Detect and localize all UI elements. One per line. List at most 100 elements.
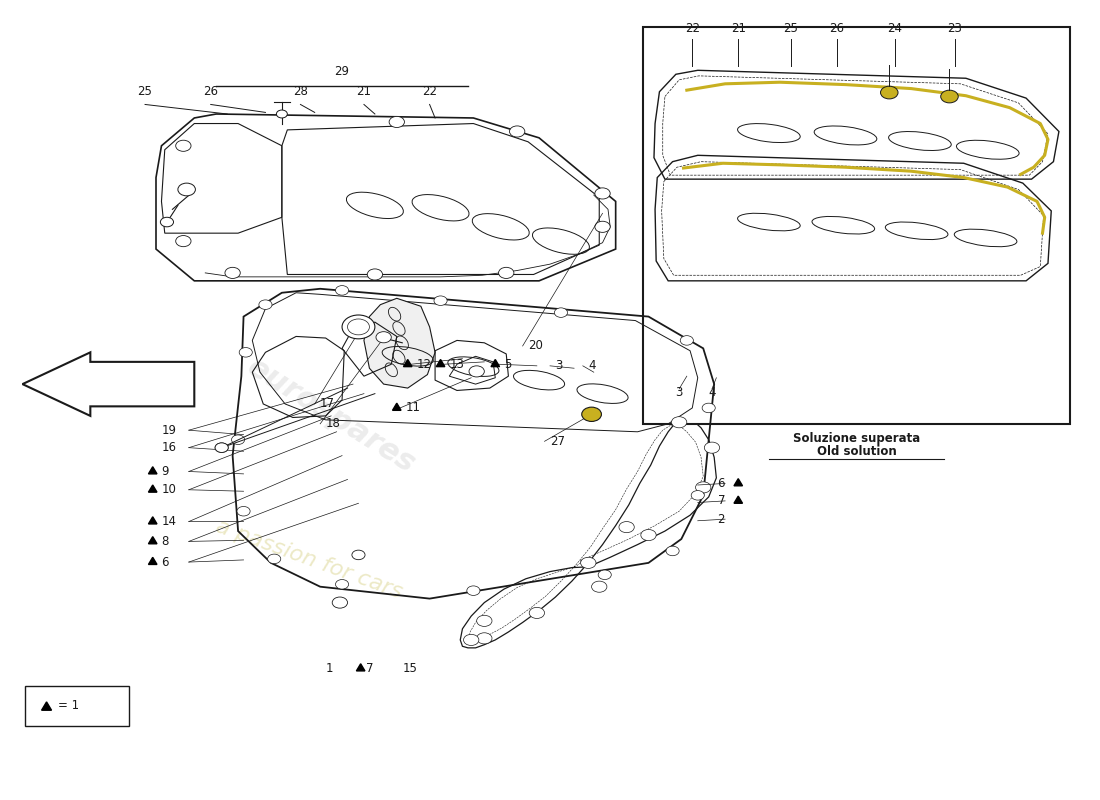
Circle shape (666, 546, 679, 556)
Circle shape (342, 315, 375, 339)
Text: 15: 15 (403, 662, 417, 675)
Circle shape (691, 490, 704, 500)
Circle shape (258, 300, 272, 310)
Circle shape (641, 530, 657, 541)
Polygon shape (734, 496, 742, 503)
Text: 21: 21 (356, 85, 372, 98)
Text: 5: 5 (504, 358, 512, 370)
Text: 12: 12 (417, 358, 431, 370)
Polygon shape (404, 359, 412, 366)
Text: 25: 25 (138, 85, 153, 98)
Text: 11: 11 (406, 402, 420, 414)
Text: 6: 6 (717, 477, 725, 490)
Text: 23: 23 (947, 22, 962, 34)
Circle shape (267, 554, 280, 564)
Text: 8: 8 (162, 535, 168, 548)
Circle shape (595, 222, 610, 232)
Text: 7: 7 (717, 494, 725, 507)
Circle shape (680, 336, 693, 345)
Text: 17: 17 (320, 398, 336, 410)
Polygon shape (393, 403, 402, 410)
FancyBboxPatch shape (24, 686, 129, 726)
Circle shape (498, 267, 514, 278)
Circle shape (161, 218, 174, 227)
Polygon shape (437, 359, 444, 366)
Text: 10: 10 (162, 483, 176, 496)
Circle shape (619, 522, 635, 533)
Circle shape (336, 579, 349, 589)
Text: 27: 27 (550, 435, 565, 448)
Circle shape (216, 443, 228, 453)
Circle shape (702, 403, 715, 413)
Text: 4: 4 (708, 386, 716, 398)
Circle shape (466, 586, 480, 595)
Circle shape (671, 417, 686, 428)
Circle shape (216, 443, 228, 453)
Text: 19: 19 (162, 424, 176, 437)
Circle shape (469, 366, 484, 377)
Text: 7: 7 (365, 662, 373, 675)
Circle shape (582, 407, 602, 422)
Polygon shape (734, 478, 742, 486)
Text: 13: 13 (449, 358, 464, 370)
Text: 25: 25 (783, 22, 799, 34)
Polygon shape (148, 517, 157, 524)
Text: 3: 3 (675, 386, 683, 398)
Circle shape (940, 90, 958, 103)
Polygon shape (491, 359, 499, 366)
Circle shape (224, 267, 240, 278)
Circle shape (178, 183, 196, 196)
Text: 18: 18 (326, 418, 341, 430)
Circle shape (592, 581, 607, 592)
Text: 6: 6 (162, 555, 169, 569)
Circle shape (476, 633, 492, 644)
Text: 3: 3 (556, 359, 563, 372)
Circle shape (695, 482, 711, 493)
Circle shape (434, 296, 447, 306)
Text: 28: 28 (293, 85, 308, 98)
Polygon shape (22, 352, 195, 416)
Circle shape (476, 615, 492, 626)
Text: 1: 1 (326, 662, 332, 675)
Text: 4: 4 (588, 359, 596, 372)
Polygon shape (148, 466, 157, 474)
Text: 21: 21 (730, 22, 746, 34)
Text: Soluzione superata: Soluzione superata (793, 432, 920, 445)
Circle shape (276, 110, 287, 118)
Text: 16: 16 (162, 441, 176, 454)
Circle shape (376, 332, 392, 342)
Polygon shape (148, 537, 157, 544)
Circle shape (581, 558, 596, 569)
Text: eurospares: eurospares (242, 353, 420, 479)
Circle shape (880, 86, 898, 99)
Circle shape (463, 634, 478, 646)
Polygon shape (356, 664, 365, 671)
Circle shape (529, 607, 544, 618)
Text: 29: 29 (334, 66, 350, 78)
Circle shape (231, 435, 244, 445)
Text: 2: 2 (717, 513, 725, 526)
Circle shape (332, 597, 348, 608)
Text: 14: 14 (162, 515, 176, 528)
Text: a passion for cars: a passion for cars (213, 516, 405, 602)
Circle shape (352, 550, 365, 560)
FancyBboxPatch shape (644, 26, 1070, 424)
Circle shape (704, 442, 719, 454)
Circle shape (367, 269, 383, 280)
Polygon shape (364, 298, 436, 388)
Polygon shape (148, 485, 157, 492)
Text: 22: 22 (422, 85, 437, 98)
Circle shape (389, 116, 405, 127)
Text: Old solution: Old solution (816, 445, 896, 458)
Text: 26: 26 (204, 85, 218, 98)
Text: 9: 9 (162, 465, 169, 478)
Text: 20: 20 (528, 339, 543, 353)
Text: 26: 26 (829, 22, 844, 34)
Circle shape (595, 188, 610, 199)
Circle shape (176, 140, 191, 151)
Text: 22: 22 (685, 22, 700, 34)
Circle shape (176, 235, 191, 246)
Polygon shape (42, 702, 52, 710)
Circle shape (509, 126, 525, 137)
Circle shape (348, 319, 370, 335)
